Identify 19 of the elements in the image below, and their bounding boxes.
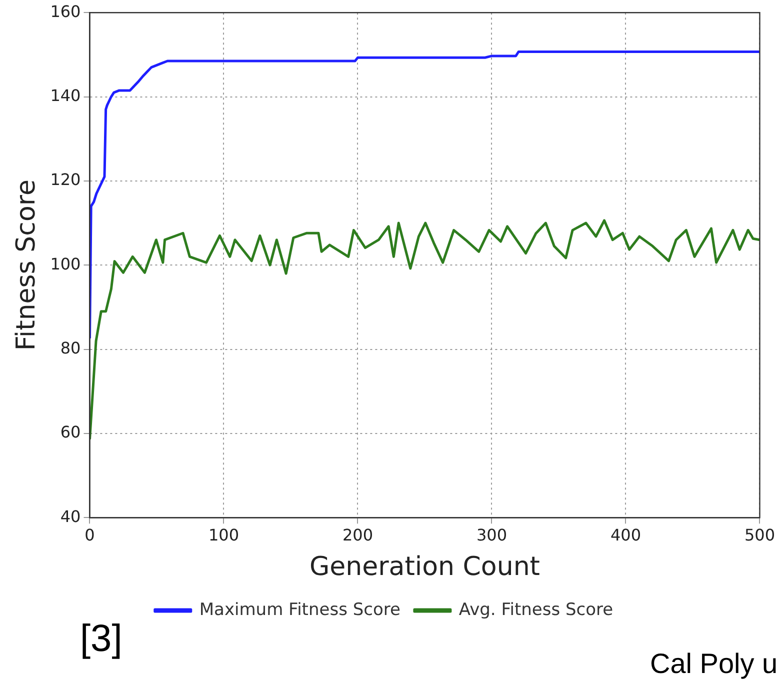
y-tick-label: 120 bbox=[50, 170, 81, 190]
y-axis-title: Fitness Score bbox=[11, 180, 42, 351]
y-tick-label: 80 bbox=[60, 338, 81, 358]
y-tick-label: 40 bbox=[60, 506, 81, 526]
y-tick-label: 100 bbox=[50, 254, 81, 274]
x-tick-label: 400 bbox=[610, 525, 642, 544]
x-tick-label: 200 bbox=[342, 525, 374, 544]
text: Cal Poly u bbox=[650, 648, 778, 680]
y-tick-label: 160 bbox=[50, 2, 81, 21]
x-tick-label: 300 bbox=[476, 525, 508, 544]
x-axis-title: Generation Count bbox=[309, 552, 540, 582]
y-tick-label: 140 bbox=[50, 86, 81, 105]
x-tick-label: 0 bbox=[84, 525, 95, 544]
x-tick-label: 500 bbox=[744, 525, 776, 544]
text: [3] bbox=[80, 618, 122, 661]
legend-label: Avg. Fitness Score bbox=[458, 600, 614, 620]
y-tick-label: 60 bbox=[60, 422, 81, 442]
x-tick-label: 100 bbox=[208, 525, 240, 544]
legend-label: Maximum Fitness Score bbox=[199, 600, 400, 620]
